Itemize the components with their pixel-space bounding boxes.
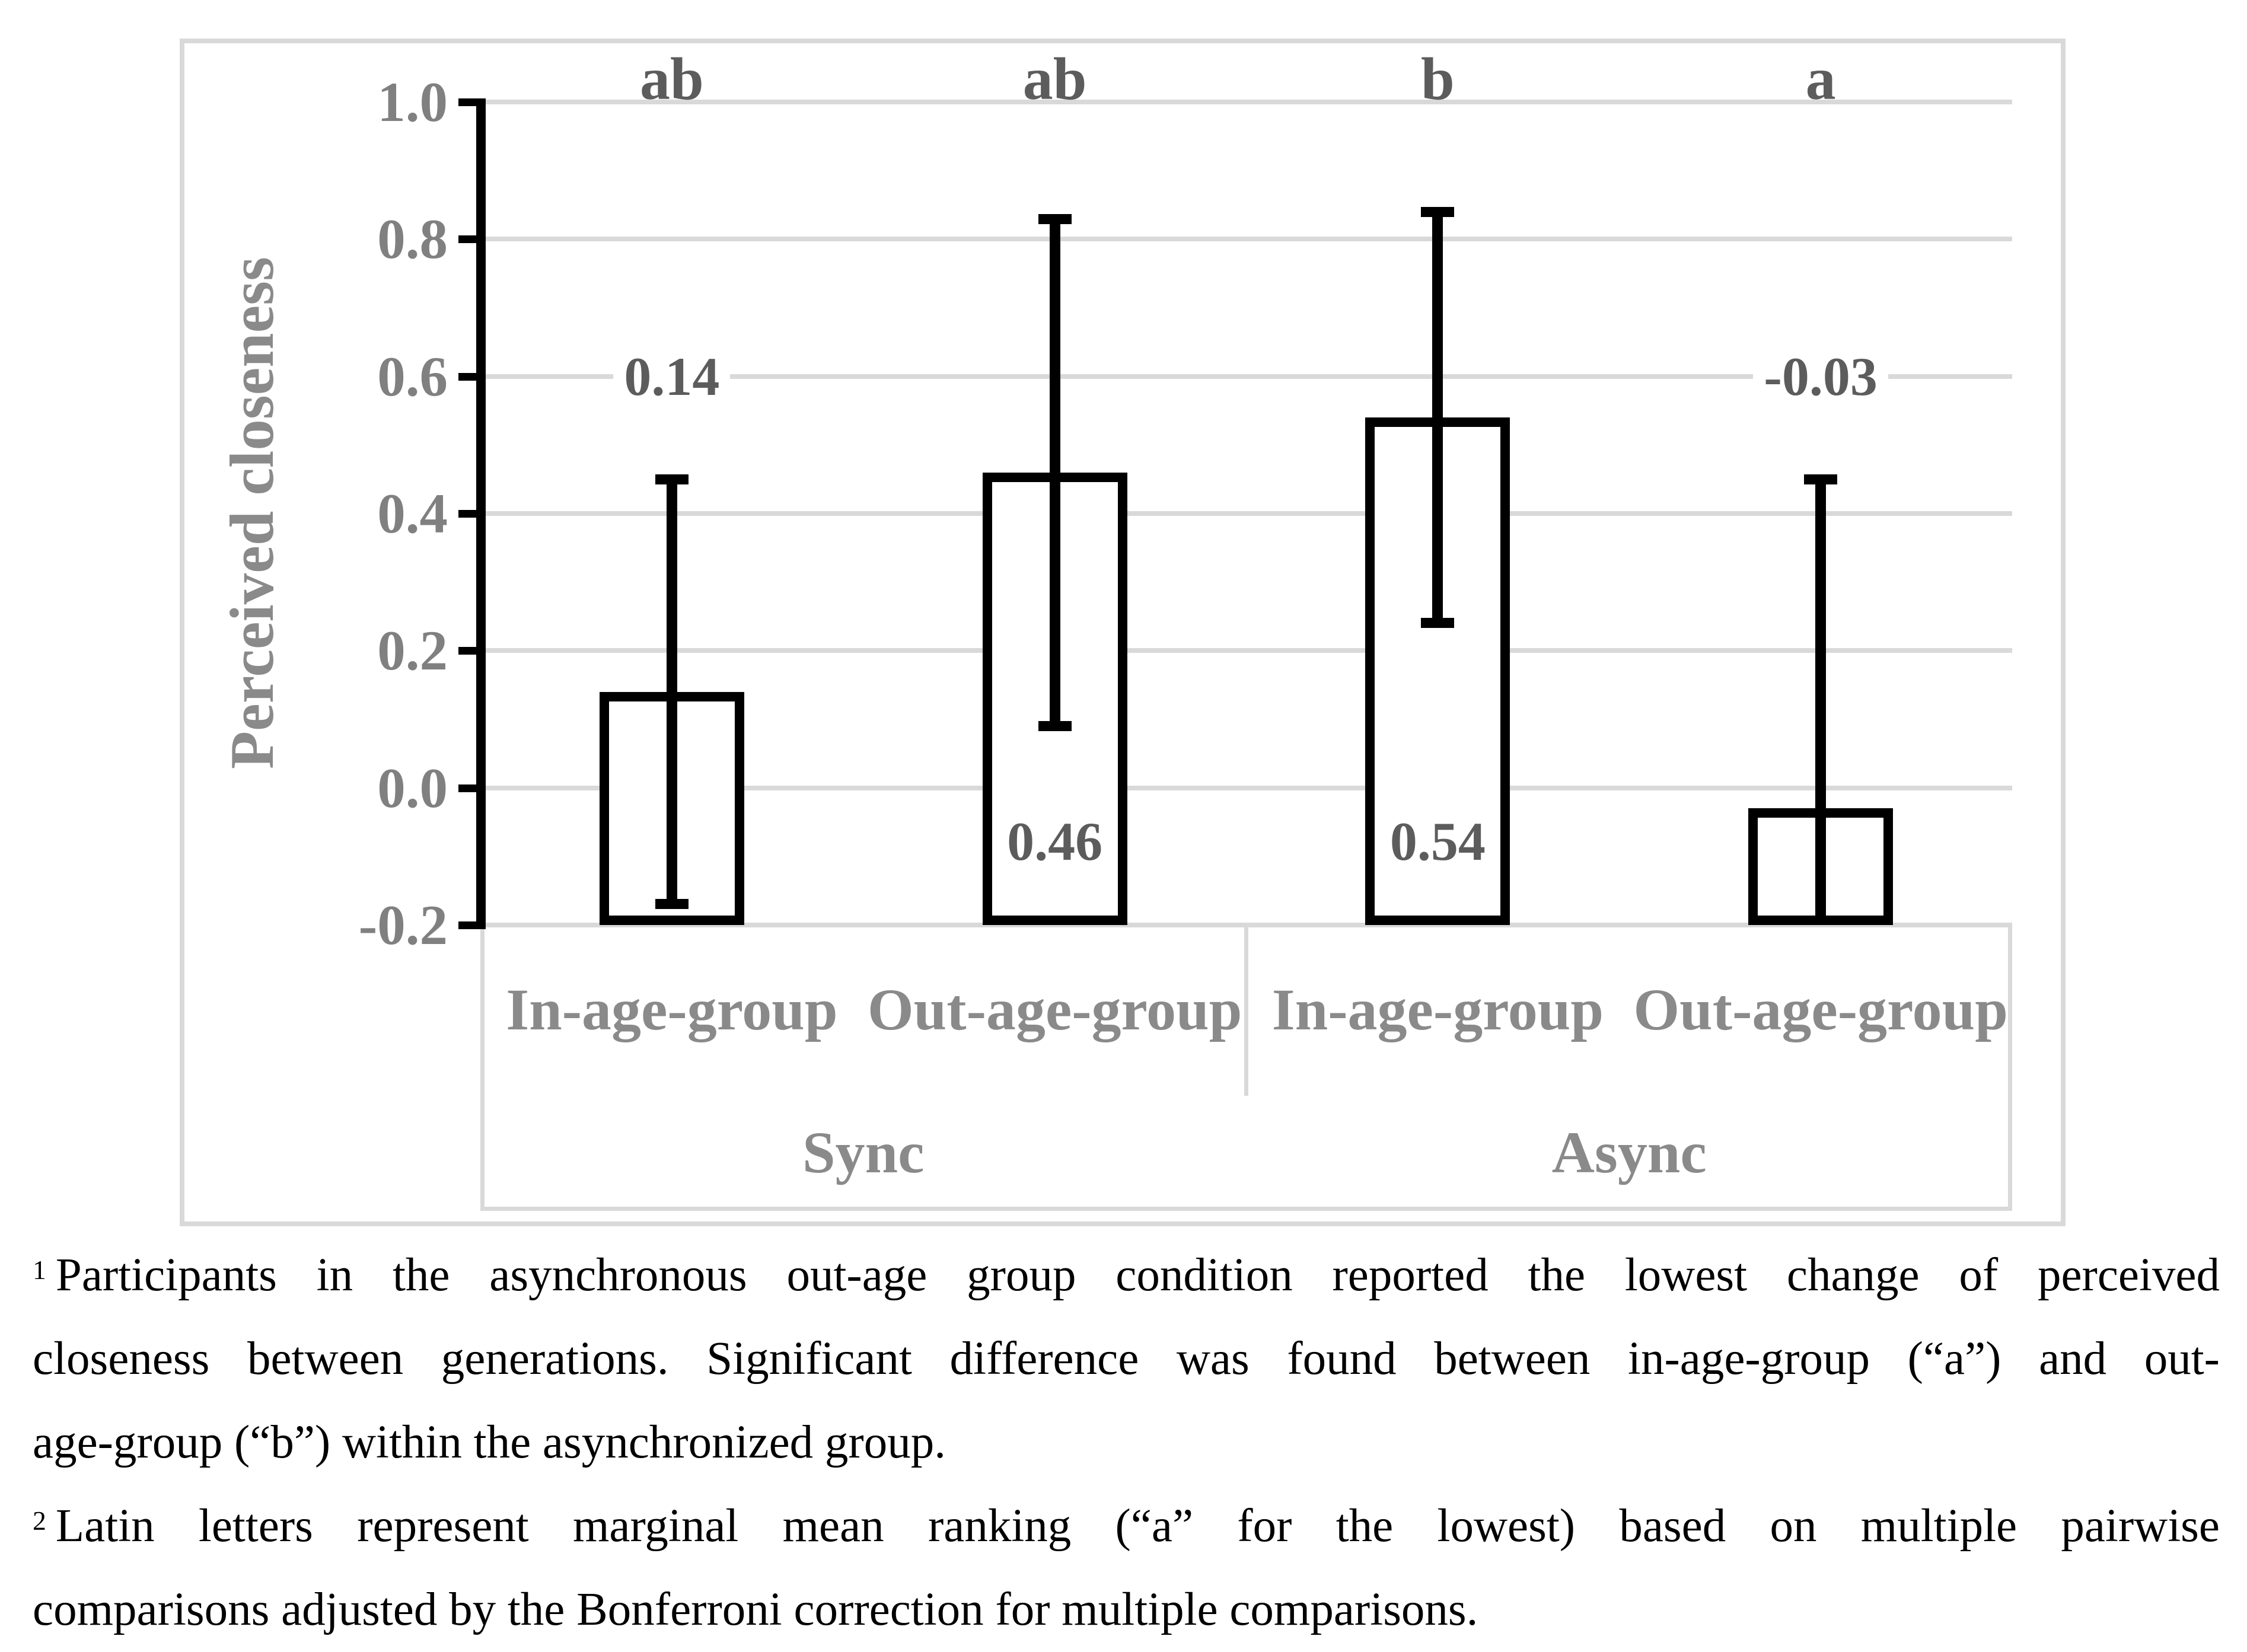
error-bar-cap-bottom (655, 899, 689, 910)
y-tick-label: 0.6 (377, 345, 448, 408)
y-tick-label: 1.0 (377, 71, 448, 133)
error-bar-cap-top (1804, 474, 1838, 485)
error-bar-cap-bottom (1421, 618, 1455, 629)
significance-letter: a (1805, 46, 1836, 113)
error-bar-line (666, 479, 677, 905)
x-axis-category-label: In-age-group (506, 976, 838, 1042)
footnote-1-line-1: 1 Participants in the asynchronous out-ag… (33, 1249, 2220, 1301)
gridline (480, 648, 2012, 653)
error-bar-line (1432, 212, 1443, 624)
error-bar-cap-top (1421, 207, 1455, 218)
gridline (480, 511, 2012, 516)
error-bar-line (1815, 479, 1827, 925)
x-axis-category-label: Out-age-group (867, 976, 1242, 1042)
y-tick-label: 0.0 (377, 756, 448, 819)
figure-footnotes: 1 Participants in the asynchronous out-ag… (33, 1233, 2220, 1651)
significance-letter: b (1421, 46, 1455, 113)
error-bar-cap-top (655, 474, 689, 485)
x-axis-group-label: Async (1551, 1119, 1707, 1185)
y-tick-label: -0.2 (358, 894, 448, 956)
bar-chart: 1.0 0.8 0.6 0.4 0.2 0.0 -0.2 0.14 ab 0.46 ab 0.54 b -… (358, 46, 2012, 1185)
significance-letter: ab (1022, 46, 1087, 113)
value-data-label: -0.03 (1720, 345, 1921, 408)
footnote-2-line-2: comparisons adjusted by the Bonferroni c… (33, 1584, 1478, 1635)
footnote-1-line-3: age-group (“b”) within the asynchronized… (33, 1417, 946, 1468)
gridline (480, 237, 2012, 242)
y-tick-label: 0.2 (377, 619, 448, 683)
gridline (480, 785, 2012, 790)
group-divider-line (1244, 923, 1248, 1096)
footnote-1-line-2: closeness between generations. Significa… (33, 1333, 2220, 1385)
y-tick-label: 0.4 (377, 482, 448, 545)
gridline (480, 100, 2012, 104)
y-axis-line (476, 100, 486, 929)
x-axis-category-label: Out-age-group (1633, 976, 2008, 1042)
significance-letter: ab (640, 46, 704, 113)
value-data-label: 0.54 (1389, 811, 1486, 872)
value-data-label: 0.46 (1007, 811, 1103, 872)
x-axis-group-label: Sync (802, 1119, 925, 1185)
footnote-2-superscript: 2 (33, 1505, 46, 1536)
value-data-label: 0.14 (571, 345, 773, 408)
error-bar-cap-bottom (1038, 720, 1072, 731)
footnote-2-line-1: 2 Latin letters represent marginal mean r… (33, 1500, 2220, 1552)
y-tick-label: 0.8 (377, 208, 448, 271)
footnote-1-superscript: 1 (33, 1254, 46, 1285)
x-axis-category-label: In-age-group (1271, 976, 1604, 1042)
gridline (480, 374, 2012, 379)
error-bar-cap-top (1038, 213, 1072, 224)
error-bar-line (1049, 218, 1060, 726)
